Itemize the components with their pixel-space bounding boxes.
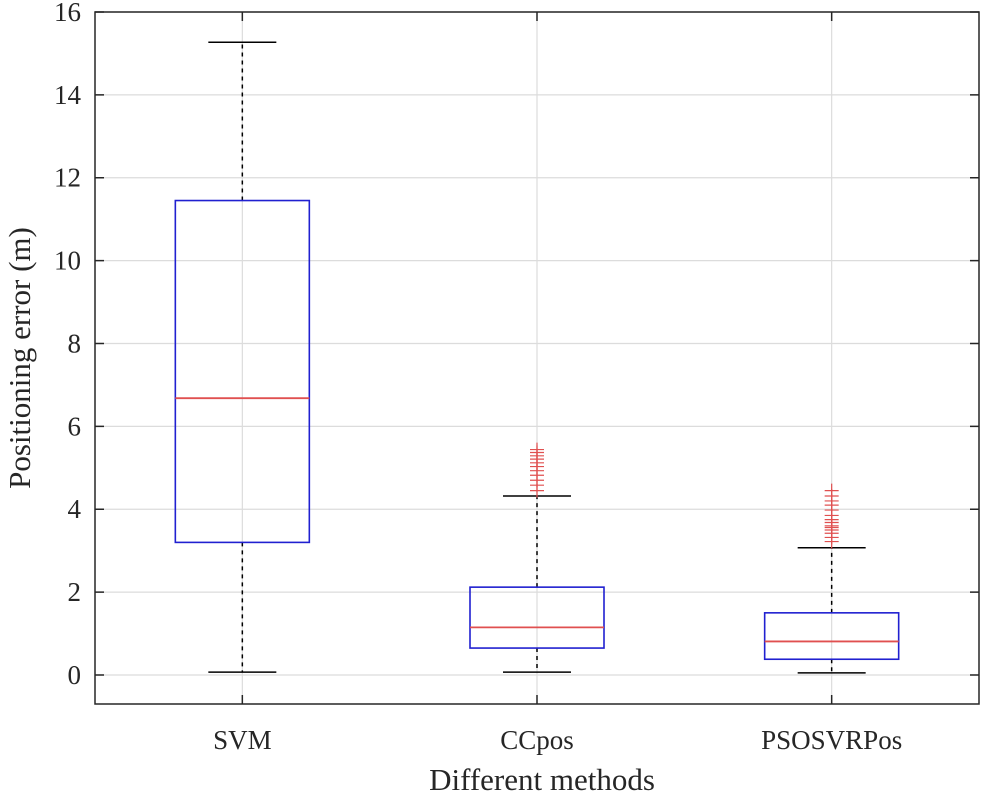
box-group-svm (174, 41, 311, 673)
y-tick-label: 12 (54, 163, 81, 193)
tick-layer: 0 2 4 6 8 10 12 14 16 SVM CCpos PSOSVRPos (54, 0, 979, 755)
x-axis-title: Different methods (429, 762, 655, 797)
iqr-box (174, 199, 311, 544)
y-tick-label: 6 (68, 411, 82, 441)
y-tick-label: 8 (68, 328, 82, 358)
y-tick-label: 10 (54, 246, 81, 276)
outlier-marker (530, 442, 544, 457)
box-layer (174, 41, 900, 674)
box-group-psosvrpos (763, 483, 900, 674)
grid-layer (95, 11, 979, 704)
y-tick-label: 14 (54, 80, 82, 110)
iqr-box (469, 586, 605, 649)
x-tick-label: PSOSVRPos (761, 725, 902, 755)
outlier-marker (824, 483, 839, 498)
x-tick-label: CCpos (500, 725, 574, 755)
x-tick-label: SVM (213, 725, 272, 755)
y-tick-label: 0 (68, 660, 82, 690)
y-tick-label: 4 (68, 494, 82, 524)
y-tick-label: 2 (68, 577, 82, 607)
box-group-ccpos (469, 442, 605, 673)
y-tick-label: 16 (54, 0, 81, 27)
y-axis-title: Positioning error (m) (2, 227, 37, 489)
iqr-box (763, 612, 900, 661)
